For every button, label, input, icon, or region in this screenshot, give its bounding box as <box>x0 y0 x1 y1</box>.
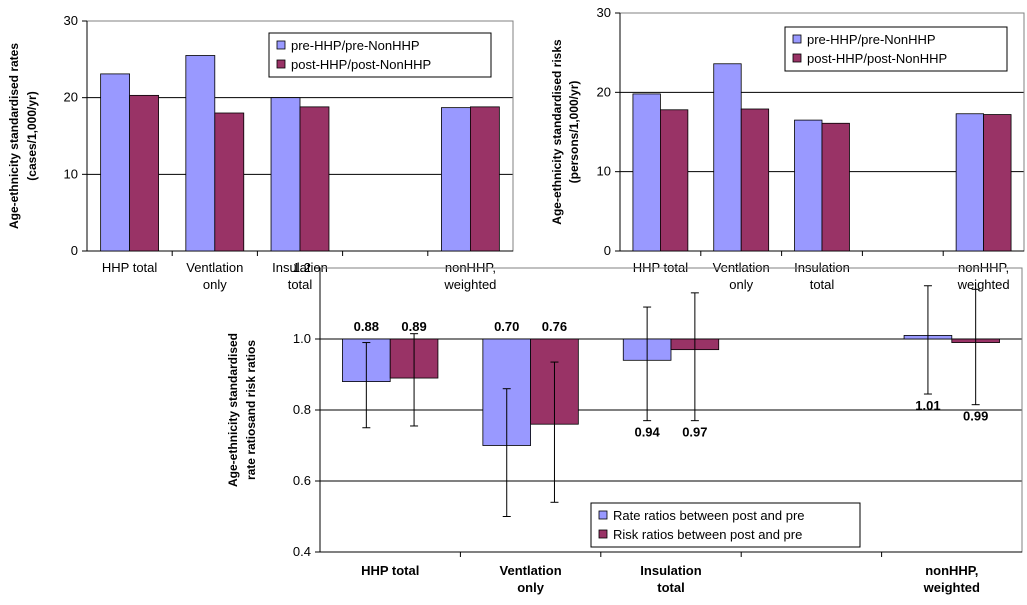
category-label: weighted <box>443 277 496 292</box>
y-tick-label: 0 <box>71 243 78 258</box>
legend-box <box>784 26 1008 72</box>
category-label: nonHHP, <box>925 563 978 578</box>
y-axis-label: Age-ethnicity standardised <box>226 333 240 487</box>
y-tick-label: 1.0 <box>293 331 311 346</box>
category-label: only <box>729 277 753 292</box>
category-label: total <box>657 580 684 595</box>
legend-label: post-HHP/post-NonHHP <box>807 51 947 66</box>
category-label: Ventlation <box>500 563 562 578</box>
category-label: weighted <box>957 277 1010 292</box>
post-bar <box>469 106 500 252</box>
legend-label: post-HHP/post-NonHHP <box>291 57 431 72</box>
pre-bar <box>441 107 471 252</box>
y-tick-label: 20 <box>64 90 78 105</box>
data-label: 0.89 <box>401 319 426 334</box>
post-bar <box>983 114 1012 252</box>
post-bar <box>299 106 330 252</box>
legend-swatch <box>792 53 802 63</box>
category-label: only <box>203 277 227 292</box>
legend-swatch <box>598 510 608 520</box>
legend-label: pre-HHP/pre-NonHHP <box>807 32 936 47</box>
legend-label: Risk ratios between post and pre <box>613 527 802 542</box>
category-label: Insulation <box>640 563 701 578</box>
legend-label: Rate ratios between post and pre <box>613 508 805 523</box>
y-tick-label: 0.4 <box>293 544 311 559</box>
y-tick-label: 20 <box>597 84 611 99</box>
data-label: 0.70 <box>494 319 519 334</box>
data-label: 0.88 <box>354 319 379 334</box>
data-label: 1.01 <box>915 398 940 413</box>
pre-bar <box>270 97 301 252</box>
category-label: Ventlation <box>186 260 243 275</box>
y-axis-label: Age-ethnicity standardised rates <box>7 43 21 229</box>
data-label: 0.76 <box>542 319 567 334</box>
y-axis-label: (persons/1,000/yr) <box>567 81 581 184</box>
pre-bar <box>794 119 823 252</box>
category-label: HHP total <box>361 563 419 578</box>
post-bar <box>660 109 689 252</box>
y-tick-label: 0 <box>604 243 611 258</box>
ratios-chart: 0.4 0.6 0.8 1.0 1.2 0.88 0.70 0.94 1.01 0.89 0.76 0… <box>226 260 1023 595</box>
pre-bar <box>185 55 216 252</box>
post-bar <box>129 94 159 252</box>
pre-bar <box>955 113 984 252</box>
post-bar <box>214 112 245 252</box>
category-label: total <box>288 277 313 292</box>
post-bar <box>821 122 850 252</box>
y-tick-label: 30 <box>597 5 611 20</box>
y-axis-label: Age-ethnicity standardised risks <box>550 39 564 225</box>
legend-swatch <box>276 40 286 50</box>
legend-swatch <box>276 59 286 69</box>
category-label: only <box>517 580 544 595</box>
legend-box <box>268 32 492 78</box>
y-tick-label: 10 <box>597 164 611 179</box>
category-label: weighted <box>923 580 980 595</box>
y-tick-label: 0.6 <box>293 473 311 488</box>
category-label: total <box>810 277 835 292</box>
y-axis-label: rate ratiosand risk ratios <box>244 340 258 480</box>
post-bar <box>740 108 770 252</box>
pre-bar <box>713 63 742 252</box>
rates-chart: 0 10 20 30 HHP total Ventlation only Insulation… <box>7 13 514 292</box>
y-tick-label: 30 <box>64 13 78 28</box>
y-axis-label: (cases/1,000/yr) <box>25 91 39 180</box>
legend-swatch <box>598 529 608 539</box>
pre-bar <box>632 93 661 252</box>
legend-box <box>590 502 861 548</box>
y-tick-label: 10 <box>64 166 78 181</box>
category-label: HHP total <box>102 260 158 275</box>
pre-bar <box>100 73 131 252</box>
data-label: 0.94 <box>634 425 660 440</box>
data-label: 0.99 <box>963 409 988 424</box>
legend-label: pre-HHP/pre-NonHHP <box>291 38 420 53</box>
category-label: Insulation <box>272 260 328 275</box>
legend-swatch <box>792 34 802 44</box>
y-tick-label: 0.8 <box>293 402 311 417</box>
data-label: 0.97 <box>682 425 707 440</box>
y-tick-label: 1.2 <box>293 260 311 275</box>
